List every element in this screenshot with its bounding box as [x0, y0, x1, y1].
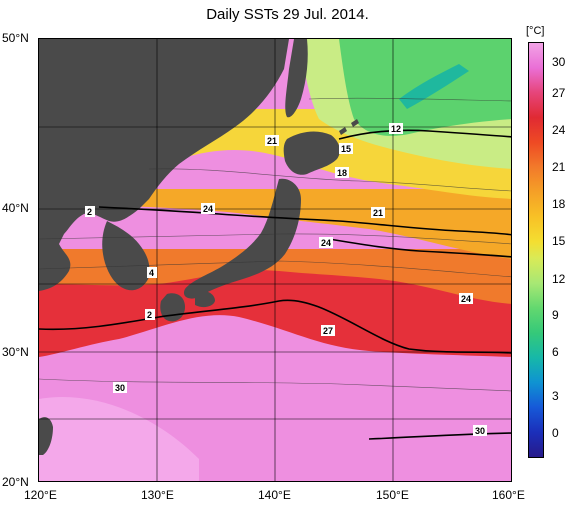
sst-teal-streak: [399, 64, 469, 109]
taiwan-land: [39, 417, 53, 455]
minor-contour-c: [148, 168, 511, 192]
colorbar-tick: 15: [552, 234, 566, 248]
contour-label: 12: [391, 124, 401, 134]
graticule: [39, 39, 511, 481]
asian-mainland-land: [39, 39, 289, 291]
contour-label-group: 21 12 15 18 24 21 24 4 24 27 2 30 30: [85, 123, 487, 436]
contour-label-box: [335, 167, 349, 178]
contour-label-box: [389, 123, 403, 134]
lat-label-30n: 30°N: [2, 345, 29, 359]
contour-label-box: [459, 293, 473, 304]
colorbar-tick: 27: [552, 86, 566, 100]
lon-label-150e: 150°E: [376, 488, 409, 502]
kuril-islands-land: [339, 119, 359, 135]
contour-label: 2: [87, 207, 92, 217]
colorbar-tick: 6: [552, 345, 559, 359]
isotherm-contours: [39, 129, 511, 440]
colorbar-tick: 24: [552, 123, 566, 137]
colorbar-unit: [°C]: [526, 25, 545, 37]
contour-label: 24: [461, 294, 471, 304]
isotherm-27-contour: [39, 299, 511, 354]
lon-label-120e: 120°E: [24, 488, 57, 502]
hokkaido-land: [283, 131, 340, 175]
colorbar-tick: 30: [552, 55, 566, 69]
isotherm-30-contour: [368, 432, 511, 440]
isotherm-21-contour: [98, 206, 511, 236]
map-title: Daily SSTs 29 Jul. 2014.: [206, 6, 369, 23]
contour-label-box: [339, 143, 353, 154]
minor-contour-d: [308, 97, 511, 102]
contour-label-box: [319, 237, 333, 248]
contour-label: 4: [149, 268, 154, 278]
contour-label: 24: [203, 204, 213, 214]
lat-label-20n: 20°N: [2, 475, 29, 489]
lon-label-140e: 140°E: [258, 488, 291, 502]
contour-label-box: [85, 206, 95, 217]
shikoku-land: [195, 290, 215, 308]
lat-label-40n: 40°N: [2, 201, 29, 215]
colorbar-tick: 18: [552, 197, 566, 211]
isotherm-12-contour: [338, 129, 511, 140]
contour-label-box: [145, 309, 155, 320]
korea-peninsula-land: [102, 221, 150, 291]
contour-label: 24: [321, 238, 331, 248]
contour-label-box: [473, 425, 487, 436]
contour-label: 30: [475, 426, 485, 436]
sst-very-warm-region: [39, 397, 199, 481]
contour-label-box: [147, 267, 157, 278]
contour-label-box: [371, 207, 385, 218]
minor-contour-a: [39, 233, 511, 245]
contour-label: 21: [373, 208, 383, 218]
contour-label: 2: [147, 310, 152, 320]
contour-label-box: [321, 325, 335, 336]
contour-label: 27: [323, 326, 333, 336]
minor-contour-e: [39, 378, 511, 392]
lon-label-160e: 160°E: [492, 488, 525, 502]
contour-label: 30: [115, 383, 125, 393]
colorbar-tick: 0: [552, 426, 559, 440]
isotherm-24-contour: [328, 238, 511, 258]
lon-label-130e: 130°E: [141, 488, 174, 502]
colorbar-tick: 3: [552, 389, 559, 403]
contour-label: 18: [337, 168, 347, 178]
colorbar-tick: 21: [552, 160, 566, 174]
sst-colorbar: [528, 42, 544, 458]
colorbar-tick: 12: [552, 272, 566, 286]
sst-map: 21 12 15 18 24 21 24 4 24 27 2 30 30: [38, 38, 512, 482]
contour-label-box: [113, 382, 127, 393]
colorbar-tick: 9: [552, 308, 559, 322]
contour-label-box: [265, 135, 279, 146]
contour-label: 21: [267, 136, 277, 146]
lat-label-50n: 50°N: [2, 31, 29, 45]
sakhalin-land: [285, 39, 308, 118]
contour-label-box: [201, 203, 215, 214]
contour-label: 15: [341, 144, 351, 154]
sst-map-svg: 21 12 15 18 24 21 24 4 24 27 2 30 30: [39, 39, 511, 481]
